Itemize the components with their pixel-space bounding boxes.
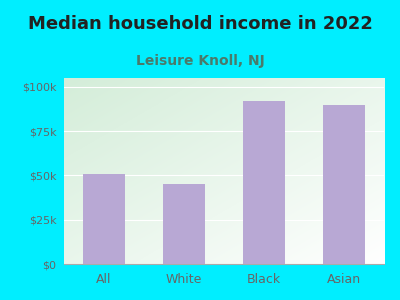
Bar bbox=[163, 184, 205, 264]
Bar bbox=[323, 105, 365, 264]
Bar bbox=[243, 101, 285, 264]
Bar bbox=[83, 174, 125, 264]
Text: Median household income in 2022: Median household income in 2022 bbox=[28, 15, 372, 33]
Text: Leisure Knoll, NJ: Leisure Knoll, NJ bbox=[136, 54, 264, 68]
